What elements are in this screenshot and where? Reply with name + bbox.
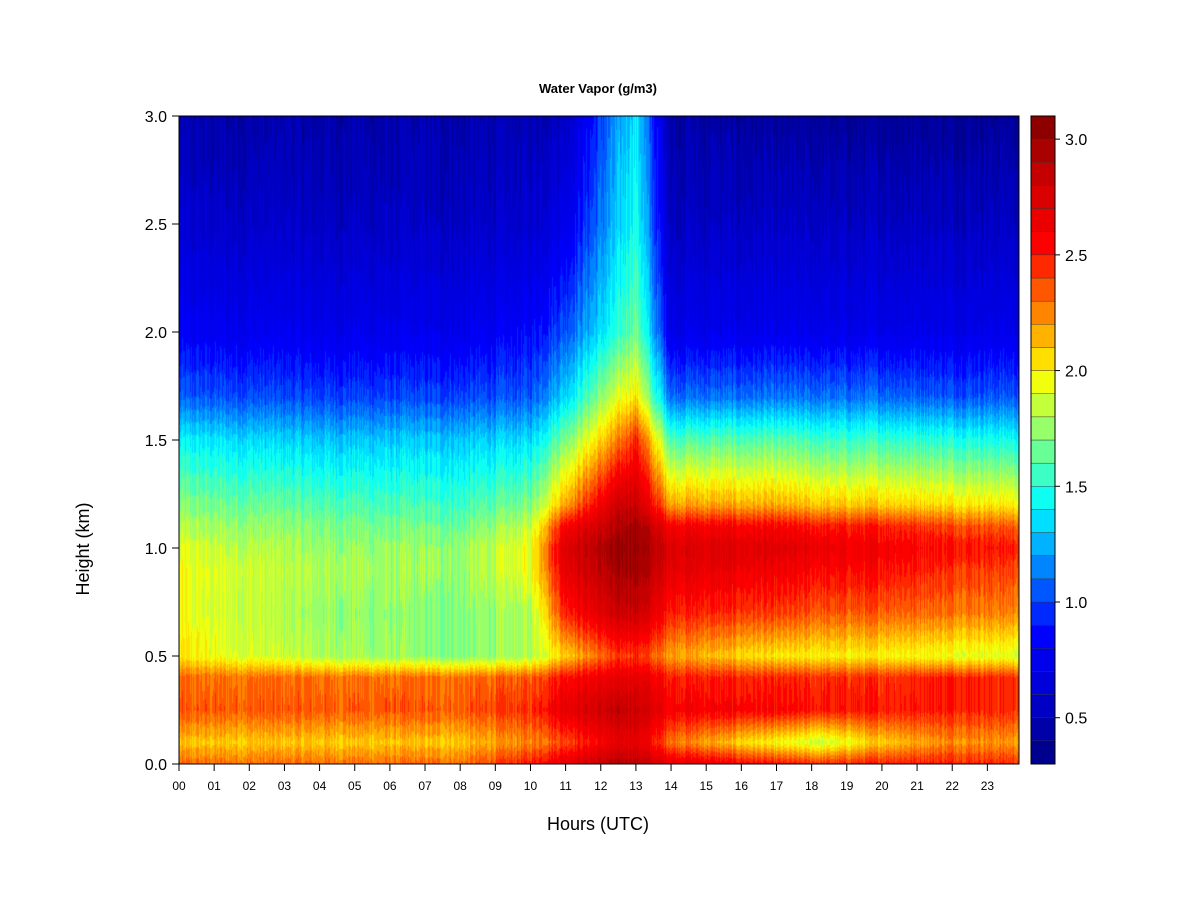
colorbar-level [1030, 694, 1056, 718]
chart-title: Water Vapor (g/m3) [539, 81, 657, 96]
x-tick-label: 03 [278, 779, 292, 793]
x-axis-title: Hours (UTC) [547, 814, 649, 834]
colorbar-frame [1030, 115, 1056, 765]
x-tick-label: 09 [489, 779, 503, 793]
x-tick-label: 11 [559, 779, 572, 793]
colorbar-tick-label: 0.5 [1065, 711, 1087, 728]
x-tick-label: 15 [700, 779, 714, 793]
x-tick-label: 13 [629, 779, 643, 793]
colorbar-level [1030, 277, 1056, 302]
colorbar-level [1030, 648, 1056, 672]
x-tick-label: 08 [453, 779, 467, 793]
y-axis-title: Height (km) [73, 502, 93, 595]
y-tick-label: 1.5 [145, 433, 167, 450]
y-tick-label: 2.5 [145, 217, 167, 234]
colorbar-level [1030, 578, 1056, 603]
colorbar-tick-label: 1.5 [1065, 479, 1087, 496]
x-tick-label: 18 [805, 779, 819, 793]
y-axis: 0.0 0.5 1.0 1.5 2.0 2.5 3.0 [145, 109, 179, 774]
colorbar-level [1030, 324, 1056, 348]
x-tick-label: 14 [664, 779, 678, 793]
colorbar-level [1030, 486, 1056, 510]
x-tick-label: 17 [770, 779, 784, 793]
colorbar-level [1030, 416, 1056, 441]
x-tick-label: 21 [910, 779, 924, 793]
x-tick-label: 10 [524, 779, 538, 793]
colorbar-tick-label: 2.5 [1065, 248, 1087, 265]
x-tick-label: 00 [172, 779, 186, 793]
colorbar-tick-label: 2.0 [1065, 364, 1087, 381]
x-tick-label: 06 [383, 779, 397, 793]
x-tick-label: 23 [981, 779, 995, 793]
colorbar-level [1030, 300, 1056, 325]
x-tick-label: 04 [313, 779, 327, 793]
colorbar-level [1030, 231, 1056, 256]
colorbar-level [1030, 624, 1056, 649]
colorbar-level [1030, 162, 1056, 186]
x-tick-label: 01 [207, 779, 221, 793]
colorbar-level [1030, 185, 1056, 209]
colorbar-level [1030, 138, 1056, 163]
colorbar-level [1030, 462, 1056, 487]
x-tick-label: 12 [594, 779, 608, 793]
colorbar-level [1030, 208, 1056, 232]
x-tick-label: 05 [348, 779, 362, 793]
y-tick-label: 1.0 [145, 541, 167, 558]
colorbar-level [1030, 532, 1056, 556]
colorbar-level [1030, 601, 1056, 626]
y-tick-label: 0.5 [145, 649, 167, 666]
colorbar-level [1030, 671, 1056, 695]
colorbar-level [1030, 347, 1056, 371]
x-tick-label: 02 [243, 779, 257, 793]
x-tick-label: 22 [946, 779, 960, 793]
colorbar-level [1030, 717, 1056, 742]
x-tick-label: 16 [735, 779, 749, 793]
x-tick-label: 20 [875, 779, 889, 793]
y-tick-label: 2.0 [145, 325, 167, 342]
colorbar-level [1030, 370, 1056, 394]
x-tick-label: 19 [840, 779, 854, 793]
colorbar: 0.5 1.0 1.5 2.0 2.5 3.0 [1030, 115, 1087, 765]
colorbar-level [1030, 115, 1056, 140]
colorbar-level [1030, 740, 1056, 765]
heatmap-image [179, 116, 1019, 764]
x-tick-label: 07 [418, 779, 432, 793]
colorbar-tick-label: 1.0 [1065, 595, 1087, 612]
colorbar-level [1030, 439, 1056, 464]
x-axis: 00 01 02 03 04 05 06 07 08 09 10 11 12 13 14 15 16 17 18 19… [172, 764, 994, 793]
colorbar-level [1030, 254, 1056, 279]
colorbar-level [1030, 509, 1056, 533]
colorbar-level [1030, 555, 1056, 580]
colorbar-tick-label: 3.0 [1065, 132, 1087, 149]
y-tick-label: 0.0 [145, 757, 167, 774]
colorbar-level [1030, 393, 1056, 418]
y-tick-label: 3.0 [145, 109, 167, 126]
